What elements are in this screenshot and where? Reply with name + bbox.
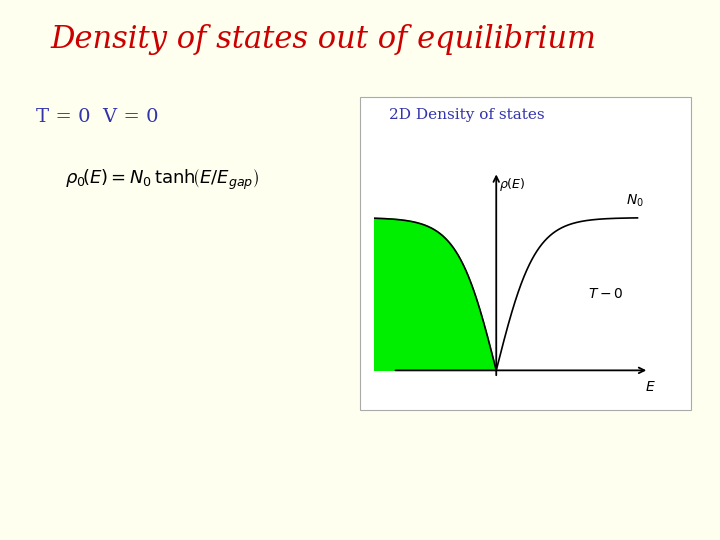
Text: T = 0  V = 0: T = 0 V = 0 [36, 108, 158, 126]
Text: $E$: $E$ [645, 380, 656, 394]
Text: $N_0$: $N_0$ [626, 192, 644, 208]
Text: $\rho_0\!\left(E\right)= N_0\,\mathrm{tanh}\!\left(E/E_{gap}\right)$: $\rho_0\!\left(E\right)= N_0\,\mathrm{ta… [65, 167, 259, 192]
Text: $\rho(E)$: $\rho(E)$ [499, 176, 526, 193]
Bar [360, 97, 691, 410]
Text: 2D Density of states: 2D Density of states [389, 108, 544, 122]
Text: Density of states out of equilibrium: Density of states out of equilibrium [50, 24, 596, 55]
Polygon shape [374, 218, 496, 370]
Text: $T-0$: $T-0$ [588, 287, 623, 301]
